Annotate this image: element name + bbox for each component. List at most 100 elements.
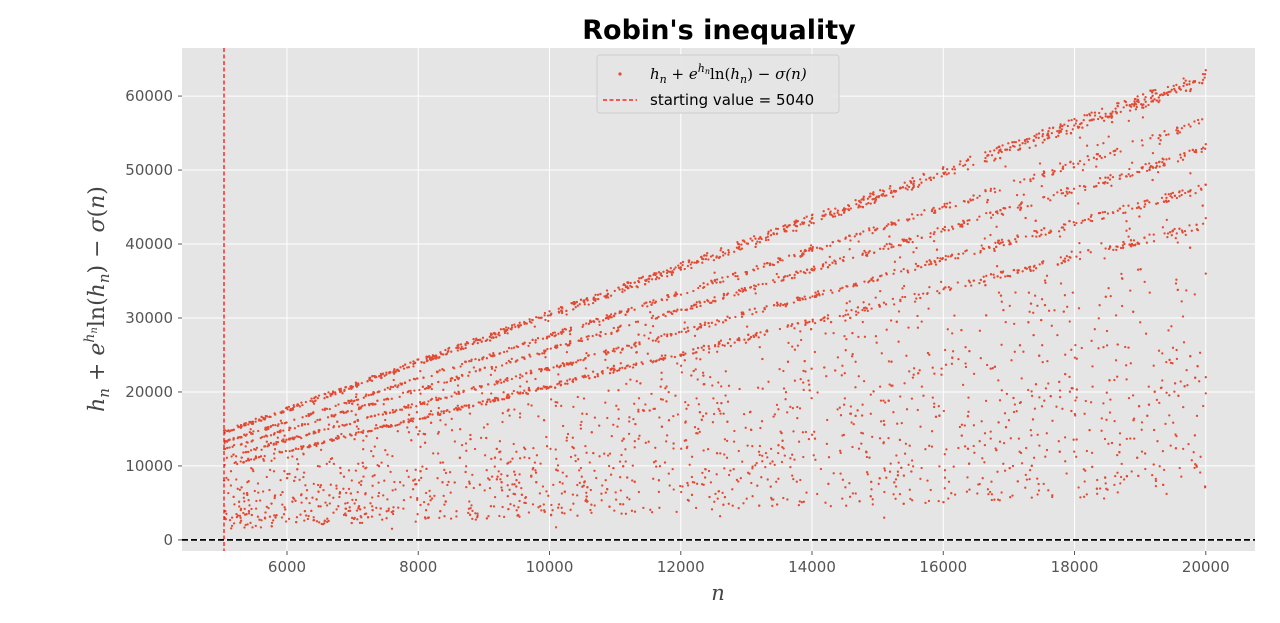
scatter-point xyxy=(998,189,1001,192)
scatter-point xyxy=(1059,282,1063,285)
scatter-point xyxy=(1197,122,1201,125)
scatter-point xyxy=(660,425,664,428)
scatter-point xyxy=(493,465,496,468)
scatter-point xyxy=(293,479,296,483)
scatter-point xyxy=(368,376,371,380)
scatter-point xyxy=(637,397,641,400)
scatter-point xyxy=(990,498,993,502)
scatter-point xyxy=(253,489,256,493)
scatter-point xyxy=(245,459,248,463)
scatter-point xyxy=(1098,177,1102,180)
scatter-point xyxy=(1029,302,1033,305)
scatter-point xyxy=(1063,257,1067,260)
scatter-point xyxy=(1058,235,1062,238)
scatter-point xyxy=(786,360,790,363)
scatter-point xyxy=(1030,496,1033,499)
scatter-point xyxy=(481,358,484,361)
scatter-point xyxy=(993,365,997,368)
scatter-point xyxy=(816,290,820,293)
scatter-point xyxy=(537,353,541,356)
scatter-point xyxy=(1202,404,1205,408)
scatter-point xyxy=(315,520,319,523)
scatter-point xyxy=(881,189,885,192)
scatter-point xyxy=(392,378,395,382)
scatter-point xyxy=(736,275,739,278)
scatter-point xyxy=(415,411,419,414)
scatter-point xyxy=(1105,344,1109,347)
scatter-point xyxy=(595,476,598,480)
scatter-point xyxy=(1029,179,1032,183)
scatter-point xyxy=(853,235,856,238)
scatter-point xyxy=(1116,147,1119,151)
scatter-point xyxy=(1110,184,1113,187)
scatter-point xyxy=(717,381,720,384)
scatter-point xyxy=(327,423,331,426)
scatter-point xyxy=(256,482,260,485)
scatter-point xyxy=(686,291,689,295)
scatter-point xyxy=(560,506,563,509)
scatter-point xyxy=(1105,329,1109,333)
scatter-point xyxy=(384,418,387,422)
scatter-point xyxy=(800,254,804,257)
scatter-point xyxy=(849,405,853,408)
scatter-point xyxy=(778,327,782,331)
scatter-point xyxy=(337,425,341,428)
scatter-point xyxy=(571,380,575,384)
scatter-point xyxy=(659,385,662,388)
scatter-point xyxy=(940,230,943,233)
scatter-point xyxy=(989,437,992,440)
scatter-point xyxy=(365,416,369,419)
scatter-point xyxy=(1110,116,1113,119)
scatter-point xyxy=(926,479,929,482)
scatter-point xyxy=(1104,176,1107,179)
scatter-point xyxy=(829,289,833,292)
scatter-point xyxy=(827,207,830,211)
scatter-point xyxy=(966,222,969,226)
scatter-point xyxy=(1012,179,1016,182)
scatter-point xyxy=(659,273,662,277)
scatter-point xyxy=(423,361,426,364)
scatter-point xyxy=(934,263,938,266)
scatter-point xyxy=(308,501,311,505)
scatter-point xyxy=(717,342,720,346)
scatter-point xyxy=(555,457,558,461)
scatter-point xyxy=(313,443,316,446)
scatter-point xyxy=(640,276,643,280)
scatter-point xyxy=(1098,111,1101,115)
scatter-point xyxy=(938,414,941,417)
scatter-point xyxy=(1028,146,1031,149)
scatter-point xyxy=(507,396,510,399)
scatter-point xyxy=(297,447,300,451)
scatter-point xyxy=(703,300,706,304)
scatter-point xyxy=(1166,235,1169,239)
scatter-point xyxy=(899,395,902,398)
scatter-point xyxy=(1163,232,1166,235)
scatter-point xyxy=(849,412,852,415)
scatter-point xyxy=(1063,436,1067,439)
scatter-point xyxy=(754,464,757,467)
scatter-point xyxy=(893,481,896,484)
scatter-point xyxy=(650,316,653,320)
scatter-point xyxy=(554,404,558,408)
scatter-point xyxy=(944,258,947,261)
scatter-point xyxy=(890,189,893,193)
scatter-point xyxy=(667,270,670,273)
scatter-point xyxy=(405,366,409,369)
scatter-point xyxy=(1073,450,1076,453)
scatter-point xyxy=(1158,99,1161,102)
scatter-point xyxy=(1074,399,1077,402)
scatter-point xyxy=(572,502,575,505)
scatter-point xyxy=(870,488,873,491)
scatter-point xyxy=(879,399,883,402)
scatter-point xyxy=(436,398,440,402)
scatter-point xyxy=(312,516,315,519)
scatter-point xyxy=(842,211,846,214)
scatter-point xyxy=(635,380,638,383)
scatter-point xyxy=(410,417,413,420)
scatter-point xyxy=(847,208,851,212)
scatter-point xyxy=(1015,193,1019,197)
scatter-point xyxy=(224,509,227,513)
scatter-point xyxy=(625,382,628,386)
scatter-point xyxy=(590,503,593,506)
scatter-point xyxy=(734,315,737,319)
